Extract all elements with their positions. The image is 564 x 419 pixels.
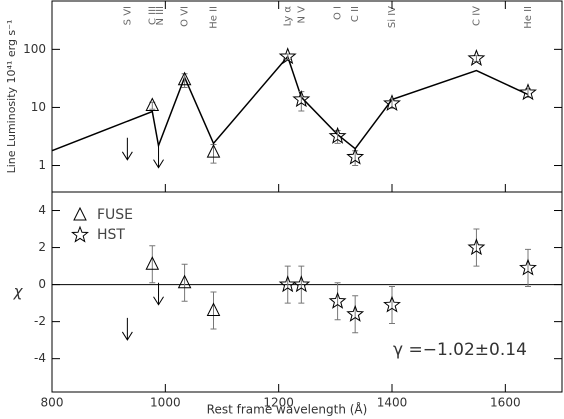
star-marker — [383, 94, 401, 112]
error-bar — [149, 245, 156, 284]
star-marker — [467, 48, 486, 66]
x-tick-label: 1600 — [490, 396, 521, 410]
y-axis-label: χ — [13, 283, 24, 301]
error-bar — [352, 295, 359, 334]
star-marker — [292, 90, 311, 108]
line-id-label: C IV — [471, 6, 482, 26]
star-marker — [292, 275, 311, 293]
error-bar — [181, 263, 188, 302]
legend-marker — [73, 206, 87, 221]
y-tick-label: 4 — [38, 203, 46, 217]
triangle-marker — [206, 144, 221, 158]
star-marker — [328, 126, 347, 144]
y-tick-label: 10 — [31, 100, 46, 114]
line-id-label: Ly α — [283, 6, 294, 27]
line-id-label: O VI — [180, 6, 191, 27]
upper-limit-arrow — [153, 145, 164, 169]
star-marker — [328, 291, 347, 309]
error-bar — [298, 91, 305, 112]
error-bar — [473, 55, 480, 62]
triangle-marker — [145, 97, 160, 111]
error-bar — [210, 291, 217, 330]
legend-label: FUSE — [97, 207, 133, 223]
line-id-label: N III — [155, 6, 166, 26]
star-marker — [467, 238, 486, 256]
error-bar — [473, 228, 480, 267]
star-marker — [519, 83, 537, 101]
triangle-marker — [177, 71, 192, 86]
error-bar — [210, 144, 217, 164]
line-id-label: C III — [147, 6, 158, 25]
y-tick-label: -2 — [34, 314, 46, 328]
star-marker — [519, 258, 537, 276]
line-id-label: C II — [350, 6, 361, 22]
fit-annotation: γ =−1.02±0.14 — [393, 340, 527, 360]
x-tick-label: 1200 — [263, 396, 294, 410]
triangle-marker — [206, 302, 221, 317]
error-bar — [334, 130, 341, 144]
upper-limit-arrow — [153, 282, 164, 306]
legend-marker — [71, 225, 89, 243]
y-tick-label: -4 — [34, 351, 46, 365]
line-id-label: Si IV — [387, 6, 398, 28]
y-tick-label: 1 — [38, 158, 46, 172]
y-tick-label: 0 — [38, 277, 46, 291]
x-tick-label: 800 — [41, 396, 64, 410]
error-bar — [284, 265, 291, 304]
line-id-label: N V — [296, 6, 307, 24]
error-bar — [298, 265, 305, 304]
star-marker — [346, 304, 365, 322]
error-bar — [525, 248, 531, 287]
x-tick-label: 1000 — [150, 396, 181, 410]
star-marker — [346, 147, 365, 165]
line-id-label: He II — [209, 6, 220, 29]
x-tick-label: 1400 — [377, 396, 408, 410]
line-id-label: He II — [523, 6, 534, 29]
triangle-marker — [145, 256, 160, 270]
star-marker — [383, 295, 401, 313]
upper-limit-arrow — [121, 137, 133, 161]
line-id-label: S VI — [122, 6, 133, 25]
star-marker — [278, 47, 297, 65]
error-bar — [352, 150, 359, 167]
y-tick-label: 2 — [38, 240, 46, 254]
y-axis-label: Line Luminosity 10⁴¹ erg s⁻¹ — [5, 20, 18, 174]
y-tick-label: 100 — [23, 42, 46, 56]
error-bar — [389, 285, 395, 324]
model-line — [51, 55, 529, 152]
triangle-marker — [177, 274, 192, 289]
bottom-frame — [51, 191, 563, 393]
legend-label: HST — [97, 227, 125, 243]
upper-limit-arrow — [121, 317, 133, 341]
line-id-label: O I — [333, 6, 344, 20]
x-axis-label: Rest frame wavelength (Å) — [207, 402, 368, 417]
error-bar — [334, 282, 341, 321]
